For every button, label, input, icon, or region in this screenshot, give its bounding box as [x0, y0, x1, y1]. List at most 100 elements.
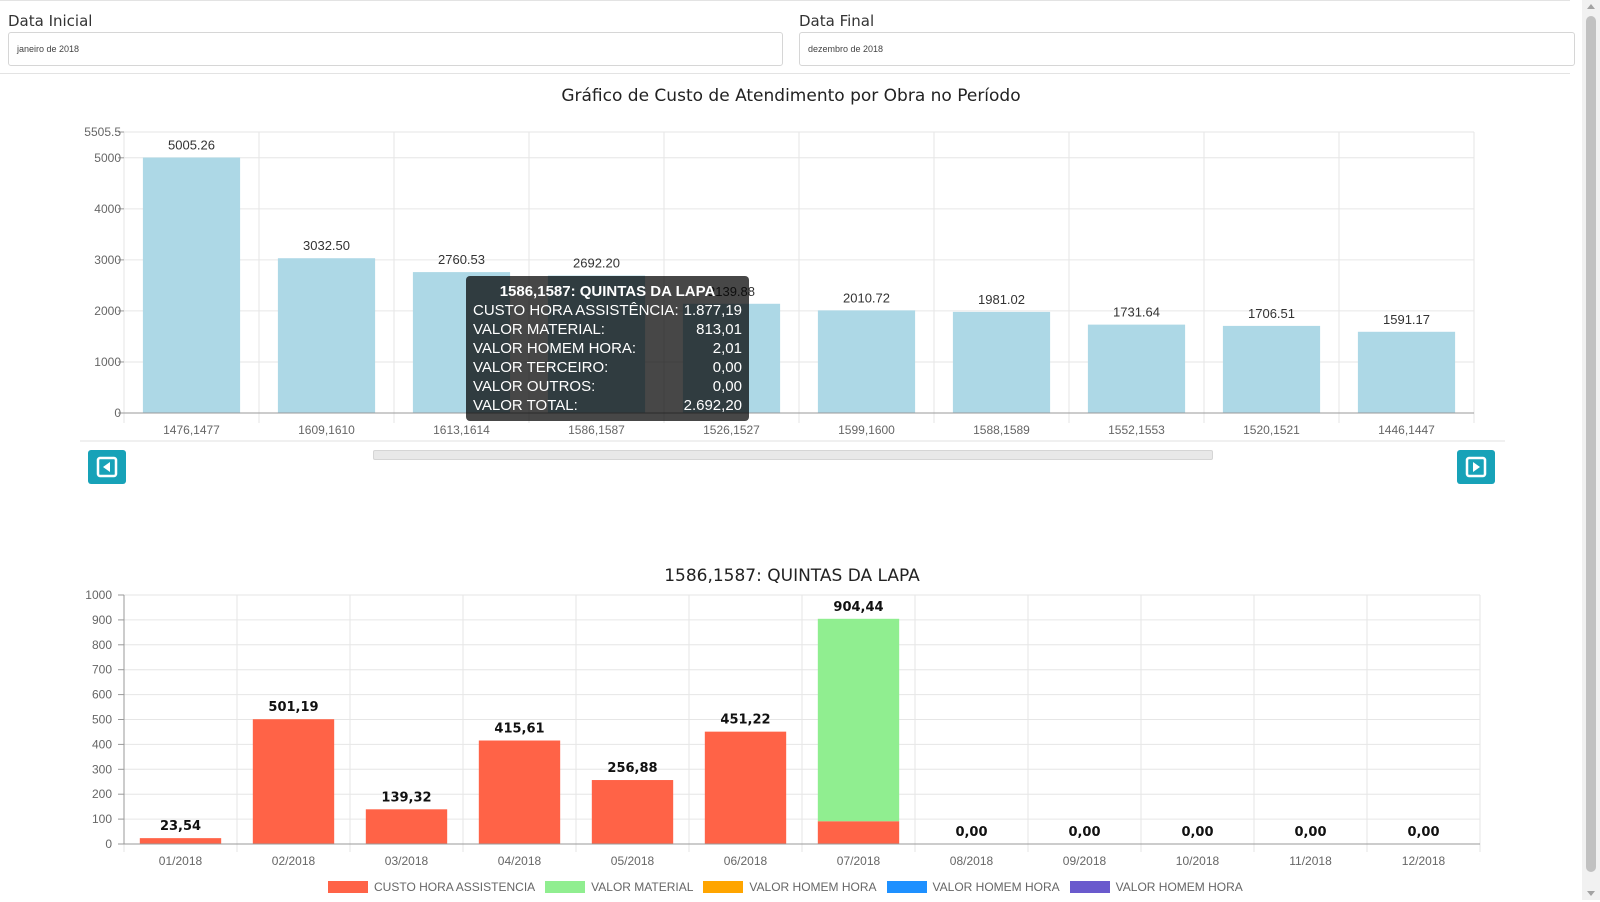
bar-segment: [818, 619, 899, 821]
data-label: 1731.64: [1113, 305, 1160, 320]
x-tick-label: 1526,1527: [703, 423, 760, 437]
x-tick-label: 1552,1553: [1108, 423, 1165, 437]
tooltip-row: VALOR MATERIAL: 813,01: [473, 320, 742, 339]
x-tick-label: 1613,1614: [433, 423, 490, 437]
data-label: 1591.17: [1383, 312, 1430, 327]
next-page-button[interactable]: [1457, 450, 1495, 484]
tooltip-row-value: 0,00: [713, 377, 742, 396]
x-tick-label: 1588,1589: [973, 423, 1030, 437]
legend-item[interactable]: VALOR MATERIAL: [545, 880, 693, 894]
y-tick-label: 500: [92, 713, 112, 727]
x-tick-label: 12/2018: [1402, 854, 1446, 868]
monthly-cost-chart: 1586,1587: QUINTAS DA LAPA 23,54 501,19 13…: [0, 552, 1580, 902]
tooltip-row-label: VALOR OUTROS:: [473, 377, 595, 396]
data-label: 501,19: [268, 700, 318, 715]
bar-segment: [479, 741, 560, 844]
chart-title: 1586,1587: QUINTAS DA LAPA: [664, 566, 920, 586]
y-tick-label: 100: [92, 812, 112, 826]
x-tick-label: 06/2018: [724, 854, 768, 868]
bar-segment: [705, 732, 786, 844]
tooltip-row: VALOR OUTROS: 0,00: [473, 377, 742, 396]
y-tick-label: 700: [92, 663, 112, 677]
data-label: 0,00: [955, 825, 987, 840]
legend-label: VALOR HOMEM HORA: [749, 880, 876, 894]
y-tick-label: 600: [92, 688, 112, 702]
start-date-input[interactable]: janeiro de 2018: [8, 32, 783, 66]
scrollbar-thumb[interactable]: [1586, 16, 1596, 872]
tooltip-title: 1586,1587: QUINTAS DA LAPA: [473, 282, 742, 301]
start-date-label: Data Inicial: [8, 12, 92, 30]
previous-page-button[interactable]: [88, 450, 126, 484]
x-tick-label: 05/2018: [611, 854, 655, 868]
tooltip-row-label: VALOR TERCEIRO:: [473, 358, 608, 377]
x-tick-label: 1476,1477: [163, 423, 220, 437]
tooltip-row: VALOR HOMEM HORA: 2,01: [473, 339, 742, 358]
page-scrollbar[interactable]: [1582, 0, 1600, 900]
x-tick-label: 01/2018: [159, 854, 203, 868]
bar: [1088, 325, 1185, 413]
x-tick-label: 1609,1610: [298, 423, 355, 437]
bar-segment: [253, 719, 334, 844]
x-tick-label: 07/2018: [837, 854, 881, 868]
x-tick-label: 1599,1600: [838, 423, 895, 437]
data-label: 0,00: [1294, 825, 1326, 840]
caret-left-square-icon: [88, 450, 126, 484]
data-label: 2760.53: [438, 252, 485, 267]
tooltip-row: VALOR TOTAL: 2.692,20: [473, 396, 742, 415]
x-tick-label: 04/2018: [498, 854, 542, 868]
data-label: 139,32: [381, 790, 431, 805]
bar: [1223, 326, 1320, 413]
data-label: 415,61: [494, 722, 544, 737]
legend-item[interactable]: CUSTO HORA ASSISTENCIA: [328, 880, 535, 894]
x-tick-label: 11/2018: [1289, 854, 1332, 868]
tooltip-row-value: 1.877,19: [684, 301, 742, 320]
y-tick-label: 400: [92, 737, 112, 751]
x-tick-label: 09/2018: [1063, 854, 1107, 868]
legend-swatch: [328, 881, 368, 893]
x-tick-label: 10/2018: [1176, 854, 1220, 868]
chart-title: Gráfico de Custo de Atendimento por Obra…: [561, 86, 1020, 106]
scroll-down-icon[interactable]: [1587, 891, 1595, 896]
bar: [818, 310, 915, 413]
y-tick-label: 1000: [85, 588, 112, 602]
legend-swatch: [703, 881, 743, 893]
data-label: 2010.72: [843, 290, 890, 305]
legend-swatch: [545, 881, 585, 893]
x-tick-label: 1446,1447: [1378, 423, 1435, 437]
tooltip-row: CUSTO HORA ASSISTÊNCIA: 1.877,19: [473, 301, 742, 320]
y-tick-label: 0: [105, 837, 112, 851]
bar-segment: [818, 821, 899, 844]
date-filter-bar: Data Inicial janeiro de 2018 Data Final …: [0, 0, 1570, 74]
tooltip-row-value: 2.692,20: [684, 396, 742, 415]
bar-segment: [366, 809, 447, 844]
data-label: 2692.20: [573, 256, 620, 271]
data-label: 1981.02: [978, 292, 1025, 307]
legend-label: VALOR MATERIAL: [591, 880, 693, 894]
chart-legend: CUSTO HORA ASSISTENCIA VALOR MATERIAL VALO…: [328, 880, 1253, 894]
cost-by-work-chart: Gráfico de Custo de Atendimento por Obra…: [0, 80, 1580, 530]
bar: [1358, 332, 1455, 413]
legend-item[interactable]: VALOR HOMEM HORA: [703, 880, 876, 894]
data-label: 5005.26: [168, 138, 215, 153]
legend-label: VALOR HOMEM HORA: [933, 880, 1060, 894]
x-tick-label: 1586,1587: [568, 423, 625, 437]
y-tick-label: 900: [92, 613, 112, 627]
tooltip-row-value: 813,01: [696, 320, 742, 339]
legend-item[interactable]: VALOR HOMEM HORA: [1070, 880, 1243, 894]
x-tick-label: 08/2018: [950, 854, 994, 868]
x-tick-label: 03/2018: [385, 854, 429, 868]
legend-item[interactable]: VALOR HOMEM HORA: [887, 880, 1060, 894]
data-label: 451,22: [720, 713, 770, 728]
tooltip-row-label: VALOR TOTAL:: [473, 396, 578, 415]
bar: [278, 258, 375, 413]
y-tick-label: 800: [92, 638, 112, 652]
y-tick-label: 5000: [94, 151, 121, 165]
tooltip-row-label: VALOR HOMEM HORA:: [473, 339, 636, 358]
end-date-input[interactable]: dezembro de 2018: [799, 32, 1575, 66]
data-label: 3032.50: [303, 238, 350, 253]
end-date-label: Data Final: [799, 12, 874, 30]
chart-horizontal-scrollbar[interactable]: [373, 450, 1213, 460]
data-label: 0,00: [1068, 825, 1100, 840]
scroll-up-icon[interactable]: [1587, 4, 1595, 9]
y-tick-label: 5505.5: [84, 125, 121, 139]
